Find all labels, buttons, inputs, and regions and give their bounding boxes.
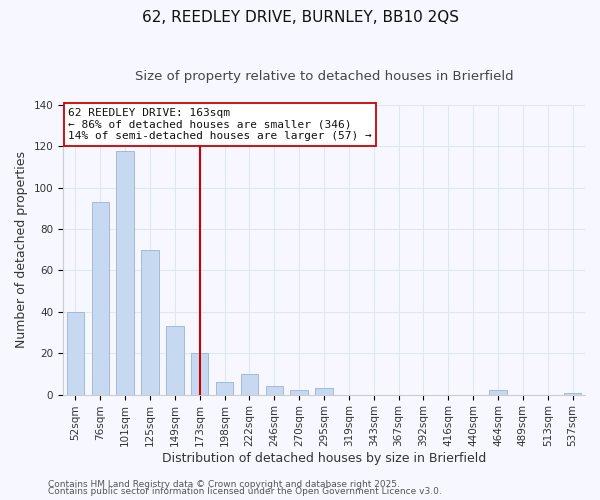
Bar: [490, 390, 507, 394]
Bar: [241, 374, 258, 394]
Bar: [116, 150, 134, 394]
Bar: [564, 392, 581, 394]
Bar: [316, 388, 333, 394]
Y-axis label: Number of detached properties: Number of detached properties: [15, 152, 28, 348]
Bar: [166, 326, 184, 394]
Text: 62 REEDLEY DRIVE: 163sqm
← 86% of detached houses are smaller (346)
14% of semi-: 62 REEDLEY DRIVE: 163sqm ← 86% of detach…: [68, 108, 372, 141]
Bar: [290, 390, 308, 394]
Text: 62, REEDLEY DRIVE, BURNLEY, BB10 2QS: 62, REEDLEY DRIVE, BURNLEY, BB10 2QS: [142, 10, 458, 25]
Bar: [92, 202, 109, 394]
Bar: [67, 312, 84, 394]
X-axis label: Distribution of detached houses by size in Brierfield: Distribution of detached houses by size …: [162, 452, 486, 465]
Bar: [216, 382, 233, 394]
Title: Size of property relative to detached houses in Brierfield: Size of property relative to detached ho…: [135, 70, 514, 83]
Bar: [142, 250, 159, 394]
Text: Contains public sector information licensed under the Open Government Licence v3: Contains public sector information licen…: [48, 487, 442, 496]
Bar: [266, 386, 283, 394]
Bar: [191, 353, 208, 395]
Text: Contains HM Land Registry data © Crown copyright and database right 2025.: Contains HM Land Registry data © Crown c…: [48, 480, 400, 489]
